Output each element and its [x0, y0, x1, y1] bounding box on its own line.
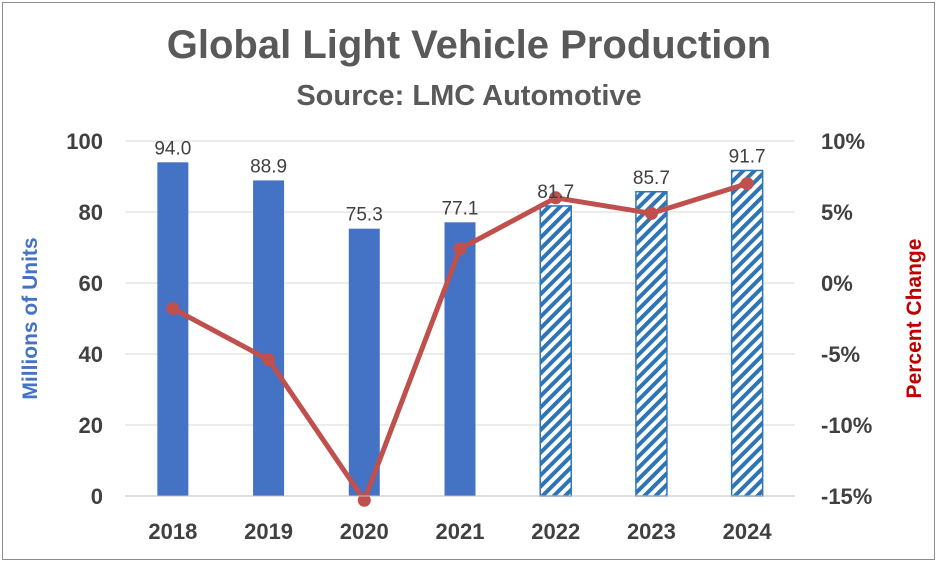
bar-2023 — [635, 191, 668, 497]
percent-change-point-2019 — [262, 353, 276, 367]
x-tick-label: 2020 — [340, 519, 389, 544]
y-left-tick-label: 60 — [79, 271, 103, 296]
x-tick-label: 2019 — [244, 519, 293, 544]
bar-data-label: 94.0 — [154, 138, 191, 159]
bar-data-label: 81.7 — [537, 182, 574, 203]
bar-2019 — [253, 180, 285, 496]
x-tick-label: 2021 — [436, 519, 485, 544]
bar-data-label: 91.7 — [729, 146, 766, 167]
bar-data-label: 88.9 — [250, 156, 287, 177]
x-tick-label: 2024 — [723, 519, 773, 544]
chart-subtitle: Source: LMC Automotive — [296, 80, 641, 112]
y-right-tick-label: 0% — [821, 271, 853, 296]
y-left-tick-label: 20 — [79, 413, 103, 438]
y-left-tick-label: 0 — [91, 484, 103, 509]
chart-title: Global Light Vehicle Production — [167, 23, 772, 67]
percent-change-point-2023 — [644, 206, 658, 220]
y-right-tick-label: -10% — [821, 413, 872, 438]
bar-2020 — [348, 228, 380, 496]
x-tick-label: 2023 — [627, 519, 676, 544]
y-right-tick-label: 5% — [821, 200, 853, 225]
bar-2018 — [157, 162, 189, 497]
bar-data-label: 75.3 — [346, 205, 383, 226]
bar-2022 — [539, 205, 572, 497]
percent-change-point-2024 — [740, 177, 754, 191]
bar-data-label: 77.1 — [442, 198, 479, 219]
x-tick-label: 2022 — [531, 519, 580, 544]
bar-data-label: 85.7 — [633, 168, 670, 189]
y-right-axis-title: Percent Change — [903, 239, 926, 399]
percent-change-point-2018 — [166, 302, 180, 316]
y-left-tick-label: 40 — [79, 342, 103, 367]
y-left-tick-label: 100 — [66, 129, 103, 154]
percent-change-point-2022 — [549, 191, 563, 205]
percent-change-point-2021 — [453, 242, 467, 256]
y-left-tick-label: 80 — [79, 200, 103, 225]
y-right-tick-label: -15% — [821, 484, 872, 509]
chart-svg: Global Light Vehicle Production Source: … — [19, 23, 926, 544]
y-left-axis-title: Millions of Units — [19, 237, 42, 399]
x-tick-label: 2018 — [148, 519, 197, 544]
bar-2024 — [730, 169, 764, 497]
percent-change-point-2020 — [357, 493, 371, 507]
y-right-tick-label: -5% — [821, 342, 860, 367]
y-right-tick-label: 10% — [821, 129, 865, 154]
bar-2021 — [444, 222, 476, 497]
